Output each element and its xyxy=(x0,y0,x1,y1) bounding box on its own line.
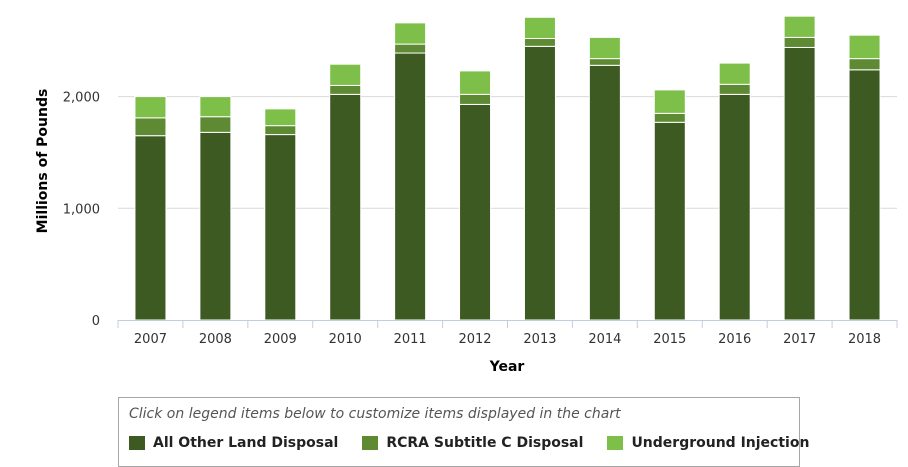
x-tick-label: 2008 xyxy=(199,332,232,347)
legend-item-all-other-land-disposal[interactable]: All Other Land Disposal xyxy=(129,435,338,451)
legend-note: Click on legend items below to customize… xyxy=(129,406,621,422)
legend-label: Underground Injection xyxy=(631,435,810,451)
bar-all-other-land-disposal[interactable] xyxy=(653,121,686,321)
x-tick-label: 2013 xyxy=(523,332,556,347)
bar-rcra-subtitle-c-disposal[interactable] xyxy=(199,116,232,133)
legend-swatch xyxy=(607,436,624,450)
bar-underground-injection[interactable] xyxy=(134,96,167,119)
bar-all-other-land-disposal[interactable] xyxy=(394,52,427,321)
bar-underground-injection[interactable] xyxy=(718,62,751,85)
bar-all-other-land-disposal[interactable] xyxy=(459,103,492,321)
legend-swatch xyxy=(362,436,379,450)
bar-all-other-land-disposal[interactable] xyxy=(848,69,881,321)
bar-underground-injection[interactable] xyxy=(588,36,621,60)
legend-swatch xyxy=(129,436,145,450)
x-tick-label: 2011 xyxy=(394,332,427,347)
y-tick-label: 1,000 xyxy=(63,202,100,217)
legend-label: All Other Land Disposal xyxy=(153,435,339,451)
bar-all-other-land-disposal[interactable] xyxy=(134,135,167,321)
y-tick-label: 2,000 xyxy=(63,91,100,106)
x-tick-label: 2012 xyxy=(458,332,491,347)
y-tick-label: 0 xyxy=(92,314,100,329)
bar-rcra-subtitle-c-disposal[interactable] xyxy=(264,125,297,136)
x-tick-label: 2014 xyxy=(588,332,621,347)
bar-all-other-land-disposal[interactable] xyxy=(718,93,751,321)
bar-rcra-subtitle-c-disposal[interactable] xyxy=(783,36,816,48)
bar-underground-injection[interactable] xyxy=(459,70,492,95)
bar-all-other-land-disposal[interactable] xyxy=(523,45,556,321)
legend-item-underground-injection[interactable]: Underground Injection xyxy=(607,435,809,451)
bar-rcra-subtitle-c-disposal[interactable] xyxy=(459,93,492,105)
bar-all-other-land-disposal[interactable] xyxy=(588,64,621,321)
bars xyxy=(134,15,881,321)
bar-underground-injection[interactable] xyxy=(264,108,297,127)
bar-rcra-subtitle-c-disposal[interactable] xyxy=(588,58,621,66)
y-axis-label: Millions of Pounds xyxy=(35,89,51,234)
bar-underground-injection[interactable] xyxy=(653,89,686,114)
bar-rcra-subtitle-c-disposal[interactable] xyxy=(329,84,362,95)
bar-rcra-subtitle-c-disposal[interactable] xyxy=(848,58,881,71)
legend-item-rcra-subtitle-c-disposal[interactable]: RCRA Subtitle C Disposal xyxy=(362,435,583,451)
bar-rcra-subtitle-c-disposal[interactable] xyxy=(718,83,751,95)
bar-rcra-subtitle-c-disposal[interactable] xyxy=(134,117,167,137)
bar-underground-injection[interactable] xyxy=(199,96,232,118)
bar-underground-injection[interactable] xyxy=(329,63,362,86)
x-tick-label: 2016 xyxy=(718,332,751,347)
bar-underground-injection[interactable] xyxy=(848,34,881,60)
bar-all-other-land-disposal[interactable] xyxy=(264,134,297,321)
x-tick-label: 2009 xyxy=(264,332,297,347)
x-tick-label: 2010 xyxy=(329,332,362,347)
x-axis-label: Year xyxy=(489,359,525,375)
stacked-bar-chart: 0 1,000 2,000 2007 2008 2009 2010 2011 2012 2013 2… xyxy=(35,15,898,375)
bar-rcra-subtitle-c-disposal[interactable] xyxy=(523,38,556,47)
x-tick-label: 2017 xyxy=(783,332,816,347)
bar-rcra-subtitle-c-disposal[interactable] xyxy=(394,43,427,54)
grid-lines xyxy=(118,96,897,209)
x-tick-label: 2007 xyxy=(134,332,167,347)
x-tick-label: 2018 xyxy=(848,332,881,347)
axes: 0 1,000 2,000 2007 2008 2009 2010 2011 2012 2013 2… xyxy=(63,91,898,347)
x-tick-label: 2015 xyxy=(653,332,686,347)
bar-all-other-land-disposal[interactable] xyxy=(199,131,232,321)
bar-all-other-land-disposal[interactable] xyxy=(329,93,362,321)
bar-all-other-land-disposal[interactable] xyxy=(783,46,816,321)
bar-rcra-subtitle-c-disposal[interactable] xyxy=(653,112,686,123)
bar-underground-injection[interactable] xyxy=(783,15,816,38)
legend: Click on legend items below to customize… xyxy=(118,397,809,467)
legend-label: RCRA Subtitle C Disposal xyxy=(386,435,584,451)
bar-underground-injection[interactable] xyxy=(394,22,427,45)
bar-underground-injection[interactable] xyxy=(523,16,556,40)
legend-items: All Other Land Disposal RCRA Subtitle C D… xyxy=(129,435,833,454)
